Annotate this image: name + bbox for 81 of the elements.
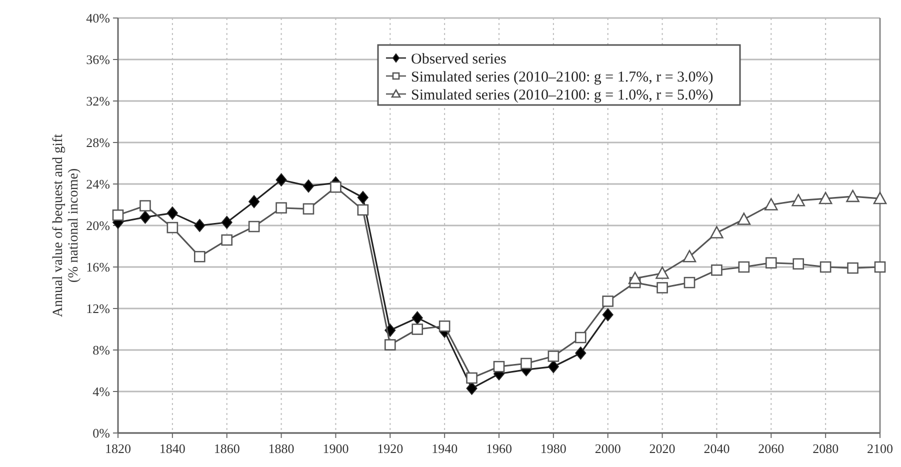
y-tick-label: 16% xyxy=(86,260,110,275)
x-tick-label: 2080 xyxy=(812,441,839,456)
point xyxy=(194,219,206,232)
point xyxy=(248,195,260,208)
point xyxy=(847,262,858,274)
point xyxy=(710,226,724,238)
point xyxy=(684,276,696,288)
point xyxy=(628,272,642,284)
x-tick-label: 1860 xyxy=(214,441,240,456)
point xyxy=(112,209,124,221)
point xyxy=(548,350,560,362)
point xyxy=(520,358,532,370)
x-tick-label: 1920 xyxy=(377,441,404,456)
legend-label: Simulated series (2010–2100: g = 1.0%, r = 5.0%) xyxy=(411,87,714,104)
y-tick-label: 8% xyxy=(92,342,110,358)
point xyxy=(276,202,287,214)
point xyxy=(602,296,614,307)
point xyxy=(302,203,314,215)
x-tick-label: 2040 xyxy=(704,441,730,456)
y-tick-label: 4% xyxy=(92,384,110,400)
y-tick-label: 24% xyxy=(86,176,110,192)
point xyxy=(466,382,478,395)
point xyxy=(276,173,287,186)
x-tick-label: 1980 xyxy=(540,441,566,456)
point xyxy=(792,194,806,206)
point xyxy=(248,220,260,232)
x-tick-label: 2100 xyxy=(867,441,893,456)
point xyxy=(846,190,860,202)
point xyxy=(330,181,342,193)
point xyxy=(384,339,396,350)
point xyxy=(574,332,586,344)
point xyxy=(412,324,424,335)
point xyxy=(412,311,423,324)
x-tick-label: 2000 xyxy=(594,441,621,456)
point xyxy=(765,257,777,268)
y-tick-label: 28% xyxy=(86,135,110,150)
point xyxy=(357,190,368,204)
point xyxy=(602,308,614,322)
point xyxy=(303,180,314,193)
point xyxy=(656,282,668,294)
point xyxy=(357,204,369,216)
point xyxy=(166,222,178,234)
point xyxy=(466,372,478,384)
point xyxy=(194,250,206,262)
x-tick-label: 1880 xyxy=(268,441,294,456)
point xyxy=(711,264,722,276)
point xyxy=(140,210,151,224)
point xyxy=(682,250,696,262)
point xyxy=(873,192,887,204)
point xyxy=(221,234,233,246)
point xyxy=(738,261,750,273)
x-tick-label: 1940 xyxy=(432,441,458,456)
x-tick-label: 2020 xyxy=(649,441,676,456)
y-axis-title: Annual value of bequest and gift (% national income) xyxy=(51,134,82,318)
x-tick-label: 1960 xyxy=(486,441,512,456)
point xyxy=(656,266,669,279)
y-tick-label: 12% xyxy=(86,301,110,316)
point xyxy=(874,261,886,273)
legend-label: Observed series xyxy=(411,51,507,68)
point xyxy=(818,192,832,204)
point xyxy=(575,346,586,360)
y-tick-label: 40% xyxy=(86,10,110,26)
x-tick-label: 2060 xyxy=(758,441,784,456)
point xyxy=(792,258,804,270)
y-tick-label: 36% xyxy=(86,52,110,68)
y-tick-label: 20% xyxy=(86,218,110,234)
x-tick-label: 1900 xyxy=(322,441,349,456)
point xyxy=(438,320,450,332)
point xyxy=(493,360,505,372)
y-tick-label: 0% xyxy=(92,426,110,441)
legend-label: Simulated series (2010–2100: g = 1.7%, r = 3.0%) xyxy=(411,69,714,86)
point xyxy=(737,212,751,225)
point xyxy=(548,360,559,374)
x-tick-label: 1840 xyxy=(159,441,186,456)
y-tick-label: 32% xyxy=(86,94,110,109)
point xyxy=(140,200,151,212)
x-tick-label: 1820 xyxy=(105,441,131,456)
point xyxy=(166,206,178,220)
point xyxy=(820,261,832,273)
point xyxy=(221,216,232,229)
point xyxy=(764,198,778,210)
